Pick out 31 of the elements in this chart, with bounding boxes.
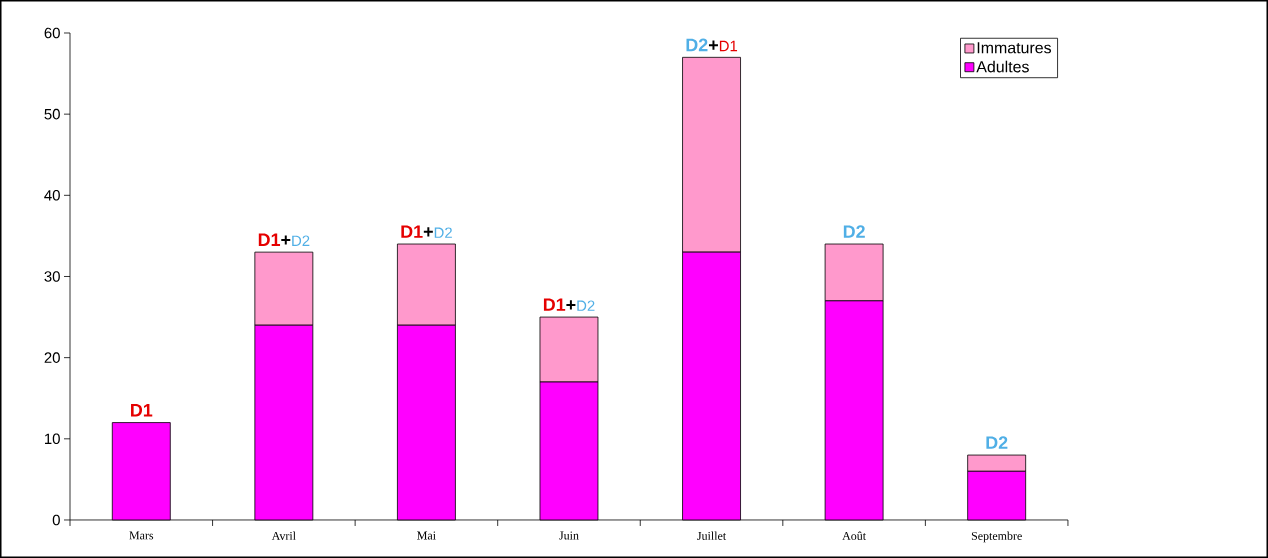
y-tick-label: 0 bbox=[52, 514, 60, 526]
annotation: D2 bbox=[843, 225, 865, 238]
x-tick-label: Août bbox=[842, 531, 866, 540]
legend-label: Immatures bbox=[977, 42, 1051, 54]
annotation: D2 bbox=[686, 38, 708, 52]
y-tick-label: 20 bbox=[44, 352, 60, 363]
x-tick-label: Avril bbox=[271, 531, 296, 540]
annotation: D2 bbox=[434, 227, 452, 238]
annotation: + bbox=[423, 227, 433, 237]
annotation: + bbox=[281, 235, 291, 245]
x-tick-label: Juillet bbox=[697, 531, 727, 540]
y-tick-label: 50 bbox=[44, 108, 60, 120]
annotation: D1 bbox=[401, 225, 423, 238]
annotation: + bbox=[708, 40, 718, 50]
x-tick-label: Mars bbox=[129, 531, 154, 540]
annotation: D2 bbox=[577, 300, 595, 311]
x-tick-label: Juin bbox=[559, 531, 579, 540]
annotation: D1 bbox=[719, 40, 738, 52]
annotation: D1 bbox=[131, 404, 153, 417]
y-tick-label: 10 bbox=[45, 433, 60, 445]
y-tick-label: 60 bbox=[44, 27, 60, 39]
annotation: D2 bbox=[986, 436, 1008, 449]
y-tick-label: 30 bbox=[44, 271, 60, 282]
legend-label: Adultes bbox=[976, 60, 1029, 73]
annotation: D1 bbox=[543, 298, 566, 311]
annotation: D1 bbox=[258, 233, 281, 246]
annotation: D2 bbox=[292, 235, 310, 246]
annotation: + bbox=[566, 300, 576, 310]
x-tick-label: Septembre bbox=[971, 531, 1022, 543]
x-tick-label: Mai bbox=[417, 531, 436, 540]
y-tick-label: 40 bbox=[44, 190, 60, 201]
